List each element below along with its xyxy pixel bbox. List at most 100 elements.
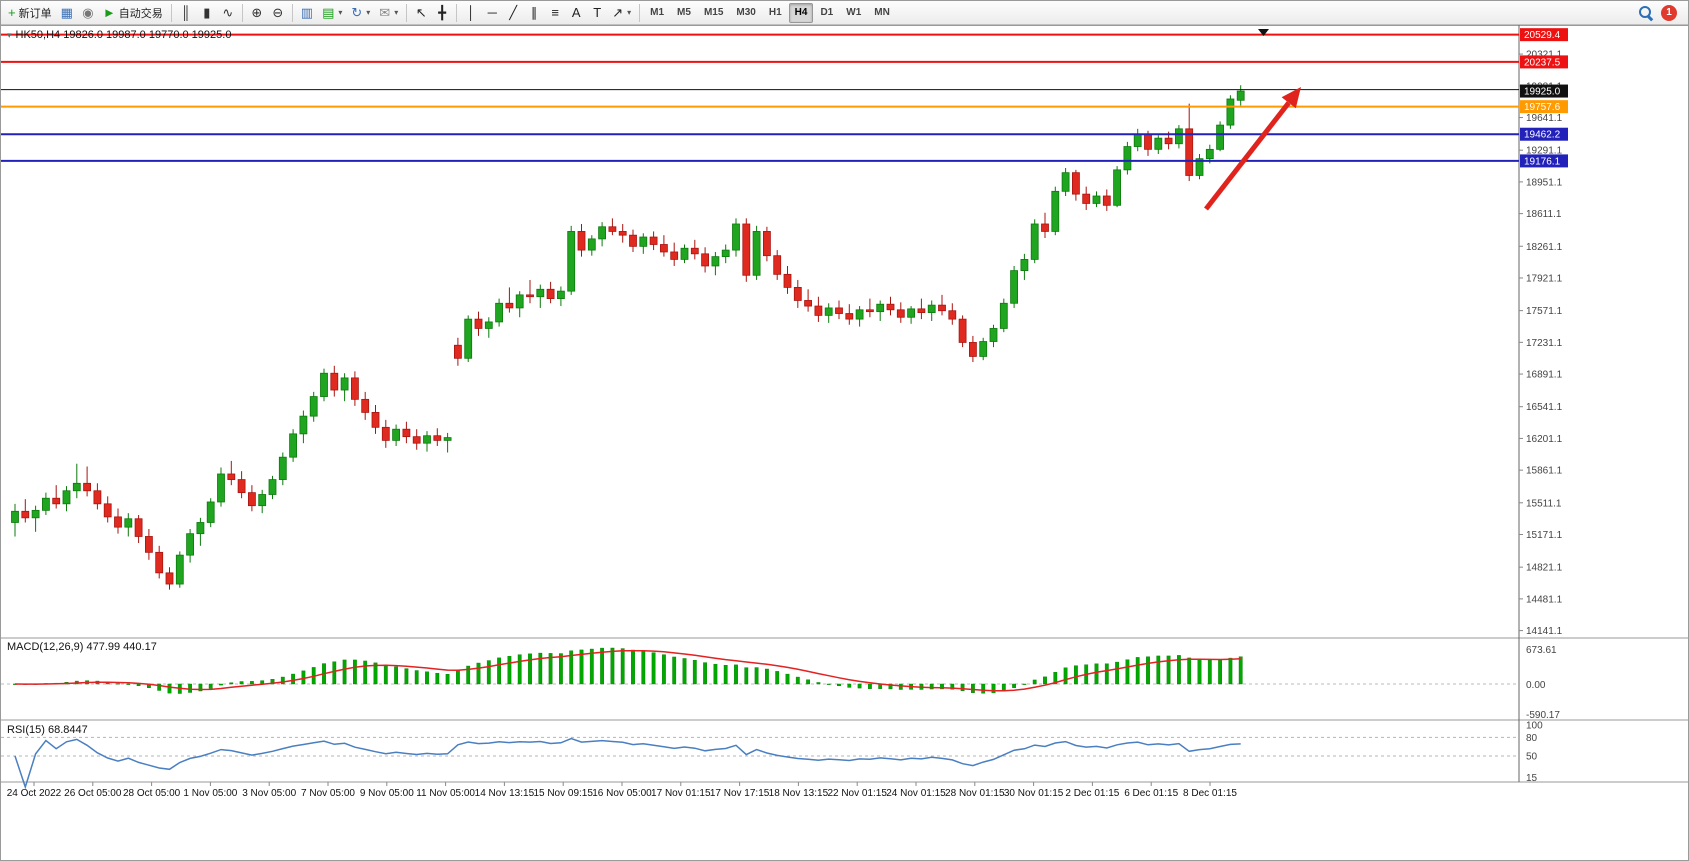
candle-body — [83, 482, 91, 492]
candle-body — [196, 522, 205, 535]
candle-body — [979, 341, 988, 357]
macd-bar — [631, 649, 635, 685]
candle-body — [680, 247, 689, 260]
candle-body — [690, 247, 699, 255]
macd-bar — [775, 671, 780, 685]
chart-profiles-button[interactable]: ↻ ▾ — [347, 3, 374, 23]
macd-bar — [1043, 676, 1047, 685]
scroll-to-end-marker[interactable] — [1258, 29, 1269, 36]
new-chart-dropdown-icon[interactable]: ▾ — [338, 8, 343, 17]
price-badge — [1520, 84, 1568, 98]
cursor-button[interactable]: ↖ — [411, 3, 431, 23]
rsi-axis-label: 15 — [1526, 773, 1538, 784]
timeframe-h4-button[interactable]: H4 — [788, 2, 814, 23]
timeframe-m15-button[interactable]: M15 — [703, 7, 724, 18]
sound-alerts-button[interactable]: ◉ — [78, 3, 98, 23]
macd-bar — [734, 664, 738, 685]
candle-body — [938, 304, 946, 312]
price-axis: 20321.119981.119641.119291.118951.118611… — [1519, 50, 1563, 637]
candle-body — [536, 288, 545, 298]
candle-body — [927, 304, 936, 313]
chart-profiles-dropdown-icon[interactable]: ▾ — [366, 8, 371, 17]
macd-bar — [466, 665, 471, 685]
bars-chart-button[interactable]: ║ — [176, 3, 196, 23]
horizontal-line-button[interactable]: ─ — [482, 3, 502, 23]
search-icon[interactable] — [1638, 5, 1653, 20]
candle-body — [1216, 124, 1224, 150]
toolbar-separator — [406, 3, 408, 22]
candle-body — [907, 308, 915, 318]
vertical-line-button[interactable]: │ — [461, 3, 481, 23]
candle-body — [1082, 193, 1091, 204]
macd-bar — [1197, 659, 1202, 685]
macd-bar — [353, 659, 357, 685]
new-order-button[interactable]: + 新订单 — [4, 3, 56, 23]
candle-body — [845, 313, 854, 320]
timeframe-h1-button[interactable]: H1 — [768, 7, 782, 18]
candle-body — [1205, 148, 1214, 160]
candle-body — [793, 287, 802, 301]
arrows-tool-icon: ↗ — [612, 5, 624, 20]
candle-body — [1020, 259, 1029, 272]
candle-body — [989, 328, 998, 342]
macd-bar — [291, 673, 295, 685]
new-chart-button[interactable]: ▤ ▾ — [318, 3, 346, 23]
macd-bar — [1156, 655, 1161, 685]
candle-body — [608, 226, 617, 232]
auto-trading-icon: ► — [102, 5, 116, 20]
timeframe-w1-button[interactable]: W1 — [846, 7, 862, 18]
price-axis-label: 15511.1 — [1526, 498, 1562, 509]
charts-window-button[interactable]: ▦ — [57, 3, 77, 23]
candle-body — [361, 398, 370, 413]
timeframe-m30-button[interactable]: M30 — [736, 7, 756, 18]
trend-arrow[interactable] — [1204, 87, 1301, 211]
timeframe-m5-button[interactable]: M5 — [677, 7, 691, 18]
horizontal-lines[interactable] — [1, 33, 1519, 162]
macd-bar — [857, 683, 862, 689]
arrows-tool-button[interactable]: ↗ ▾ — [608, 3, 635, 23]
timeframe-mn-button[interactable]: MN — [874, 7, 890, 18]
text-label-button[interactable]: T — [587, 3, 607, 23]
candle-body — [515, 294, 524, 309]
one-click-trading-collapse-icon[interactable]: ▾ — [7, 29, 12, 40]
candle-body — [577, 231, 586, 251]
candle-body — [1144, 134, 1152, 150]
trend-arrow-head[interactable] — [1281, 87, 1301, 109]
crosshair-button[interactable]: ╋ — [432, 3, 452, 23]
price-axis-label: 15861.1 — [1526, 466, 1563, 477]
macd-bar — [1125, 659, 1130, 685]
candle-body — [814, 305, 823, 316]
candle-body — [93, 490, 102, 505]
zoom-out-button[interactable]: ⊖ — [268, 3, 288, 23]
candle-body — [1236, 90, 1245, 101]
chart-canvas[interactable]: 20321.119981.119641.119291.118951.118611… — [1, 25, 1689, 861]
rsi-axis-label: 100 — [1526, 721, 1543, 732]
time-axis-label: 30 Nov 01:15 — [1004, 788, 1064, 799]
macd-bar — [795, 676, 800, 685]
timeframe-m1-button[interactable]: M1 — [650, 7, 665, 18]
candle-body — [1072, 172, 1080, 195]
macd-bar — [1063, 667, 1068, 685]
notification-badge[interactable]: 1 — [1661, 4, 1677, 21]
trendline-button[interactable]: ╱ — [503, 3, 523, 23]
line-chart-button[interactable]: ∿ — [218, 3, 238, 23]
zoom-in-icon: ⊕ — [251, 5, 263, 20]
fibonacci-button[interactable]: ≡ — [545, 3, 565, 23]
indicators-list-dropdown-icon[interactable]: ▾ — [394, 8, 399, 17]
auto-trading-button[interactable]: ► 自动交易 — [99, 3, 167, 23]
arrows-tool-dropdown-icon[interactable]: ▾ — [627, 8, 632, 17]
tile-windows-button[interactable]: ▥ — [297, 3, 317, 23]
trend-arrow-shaft[interactable] — [1204, 101, 1291, 211]
candle-body — [557, 290, 565, 300]
timeframe-d1-button[interactable]: D1 — [820, 7, 834, 18]
equidistant-channel-button[interactable]: ∥ — [524, 3, 544, 23]
text-button[interactable]: A — [566, 3, 586, 23]
zoom-in-button[interactable]: ⊕ — [247, 3, 267, 23]
indicators-list-button[interactable]: ✉ ▾ — [375, 3, 402, 23]
candle-body — [999, 302, 1008, 329]
candlestick-chart-button[interactable]: ▮ — [197, 3, 217, 23]
candle-body — [453, 344, 462, 359]
macd-bar — [837, 683, 841, 687]
toolbar-separator — [170, 3, 172, 22]
price-axis-label: 17571.1 — [1526, 306, 1563, 317]
